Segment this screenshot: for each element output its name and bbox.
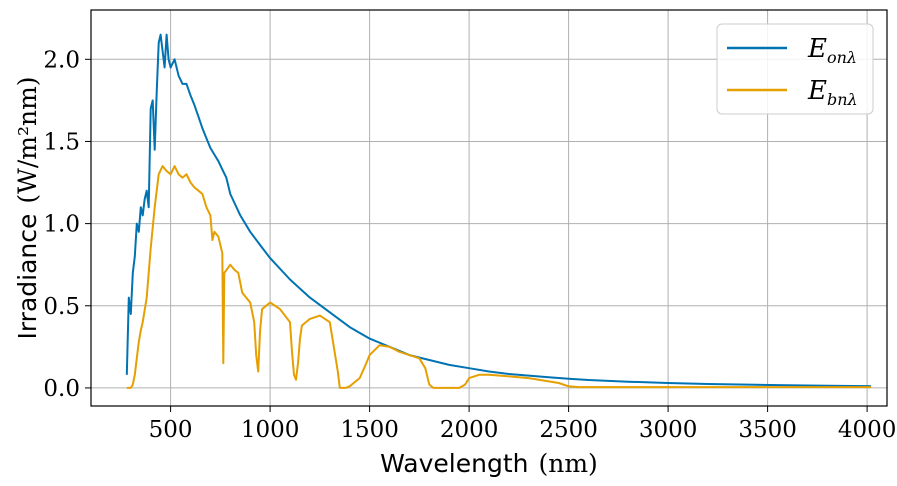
x-tick-label: 2000 <box>440 417 499 443</box>
x-tick-label: 1000 <box>241 417 300 443</box>
series-line-eon <box>125 33 872 388</box>
y-tick-label: 1.0 <box>43 212 80 238</box>
series-line-ebn <box>126 165 872 389</box>
y-ticks: 0.0 0.5 1.0 1.5 2.0 <box>43 47 91 402</box>
y-axis-label: Irradiance (W/m²nm) <box>13 76 42 339</box>
x-axis-label: Wavelength (nm) <box>380 449 598 478</box>
y-axis-label-text: Irradiance <box>13 214 42 340</box>
x-tick-label: 4000 <box>838 417 897 443</box>
y-tick-label: 0.0 <box>43 376 80 402</box>
x-tick-label: 1500 <box>340 417 399 443</box>
x-tick-label: 2500 <box>539 417 598 443</box>
x-ticks: 500 1000 1500 2000 2500 3000 3500 4000 <box>149 406 897 443</box>
series-lines <box>125 33 872 389</box>
x-tick-label: 3000 <box>639 417 698 443</box>
y-axis-label-unit: (W/m²nm) <box>13 76 42 203</box>
plot-frame <box>90 9 888 407</box>
x-axis-label-text: Wavelength <box>380 449 528 478</box>
x-tick-label: 3500 <box>738 417 797 443</box>
x-axis-label-unit: (nm) <box>538 449 597 478</box>
y-tick-label: 0.5 <box>43 294 80 320</box>
y-tick-label: 1.5 <box>43 129 80 155</box>
legend-label-eon: Eonλ <box>807 34 857 67</box>
legend-label-ebn: Ebnλ <box>807 76 858 109</box>
legend-box <box>716 23 874 115</box>
y-tick-label: 2.0 <box>43 47 80 73</box>
legend: Eonλ Ebnλ <box>716 23 874 115</box>
x-tick-label: 500 <box>149 417 193 443</box>
